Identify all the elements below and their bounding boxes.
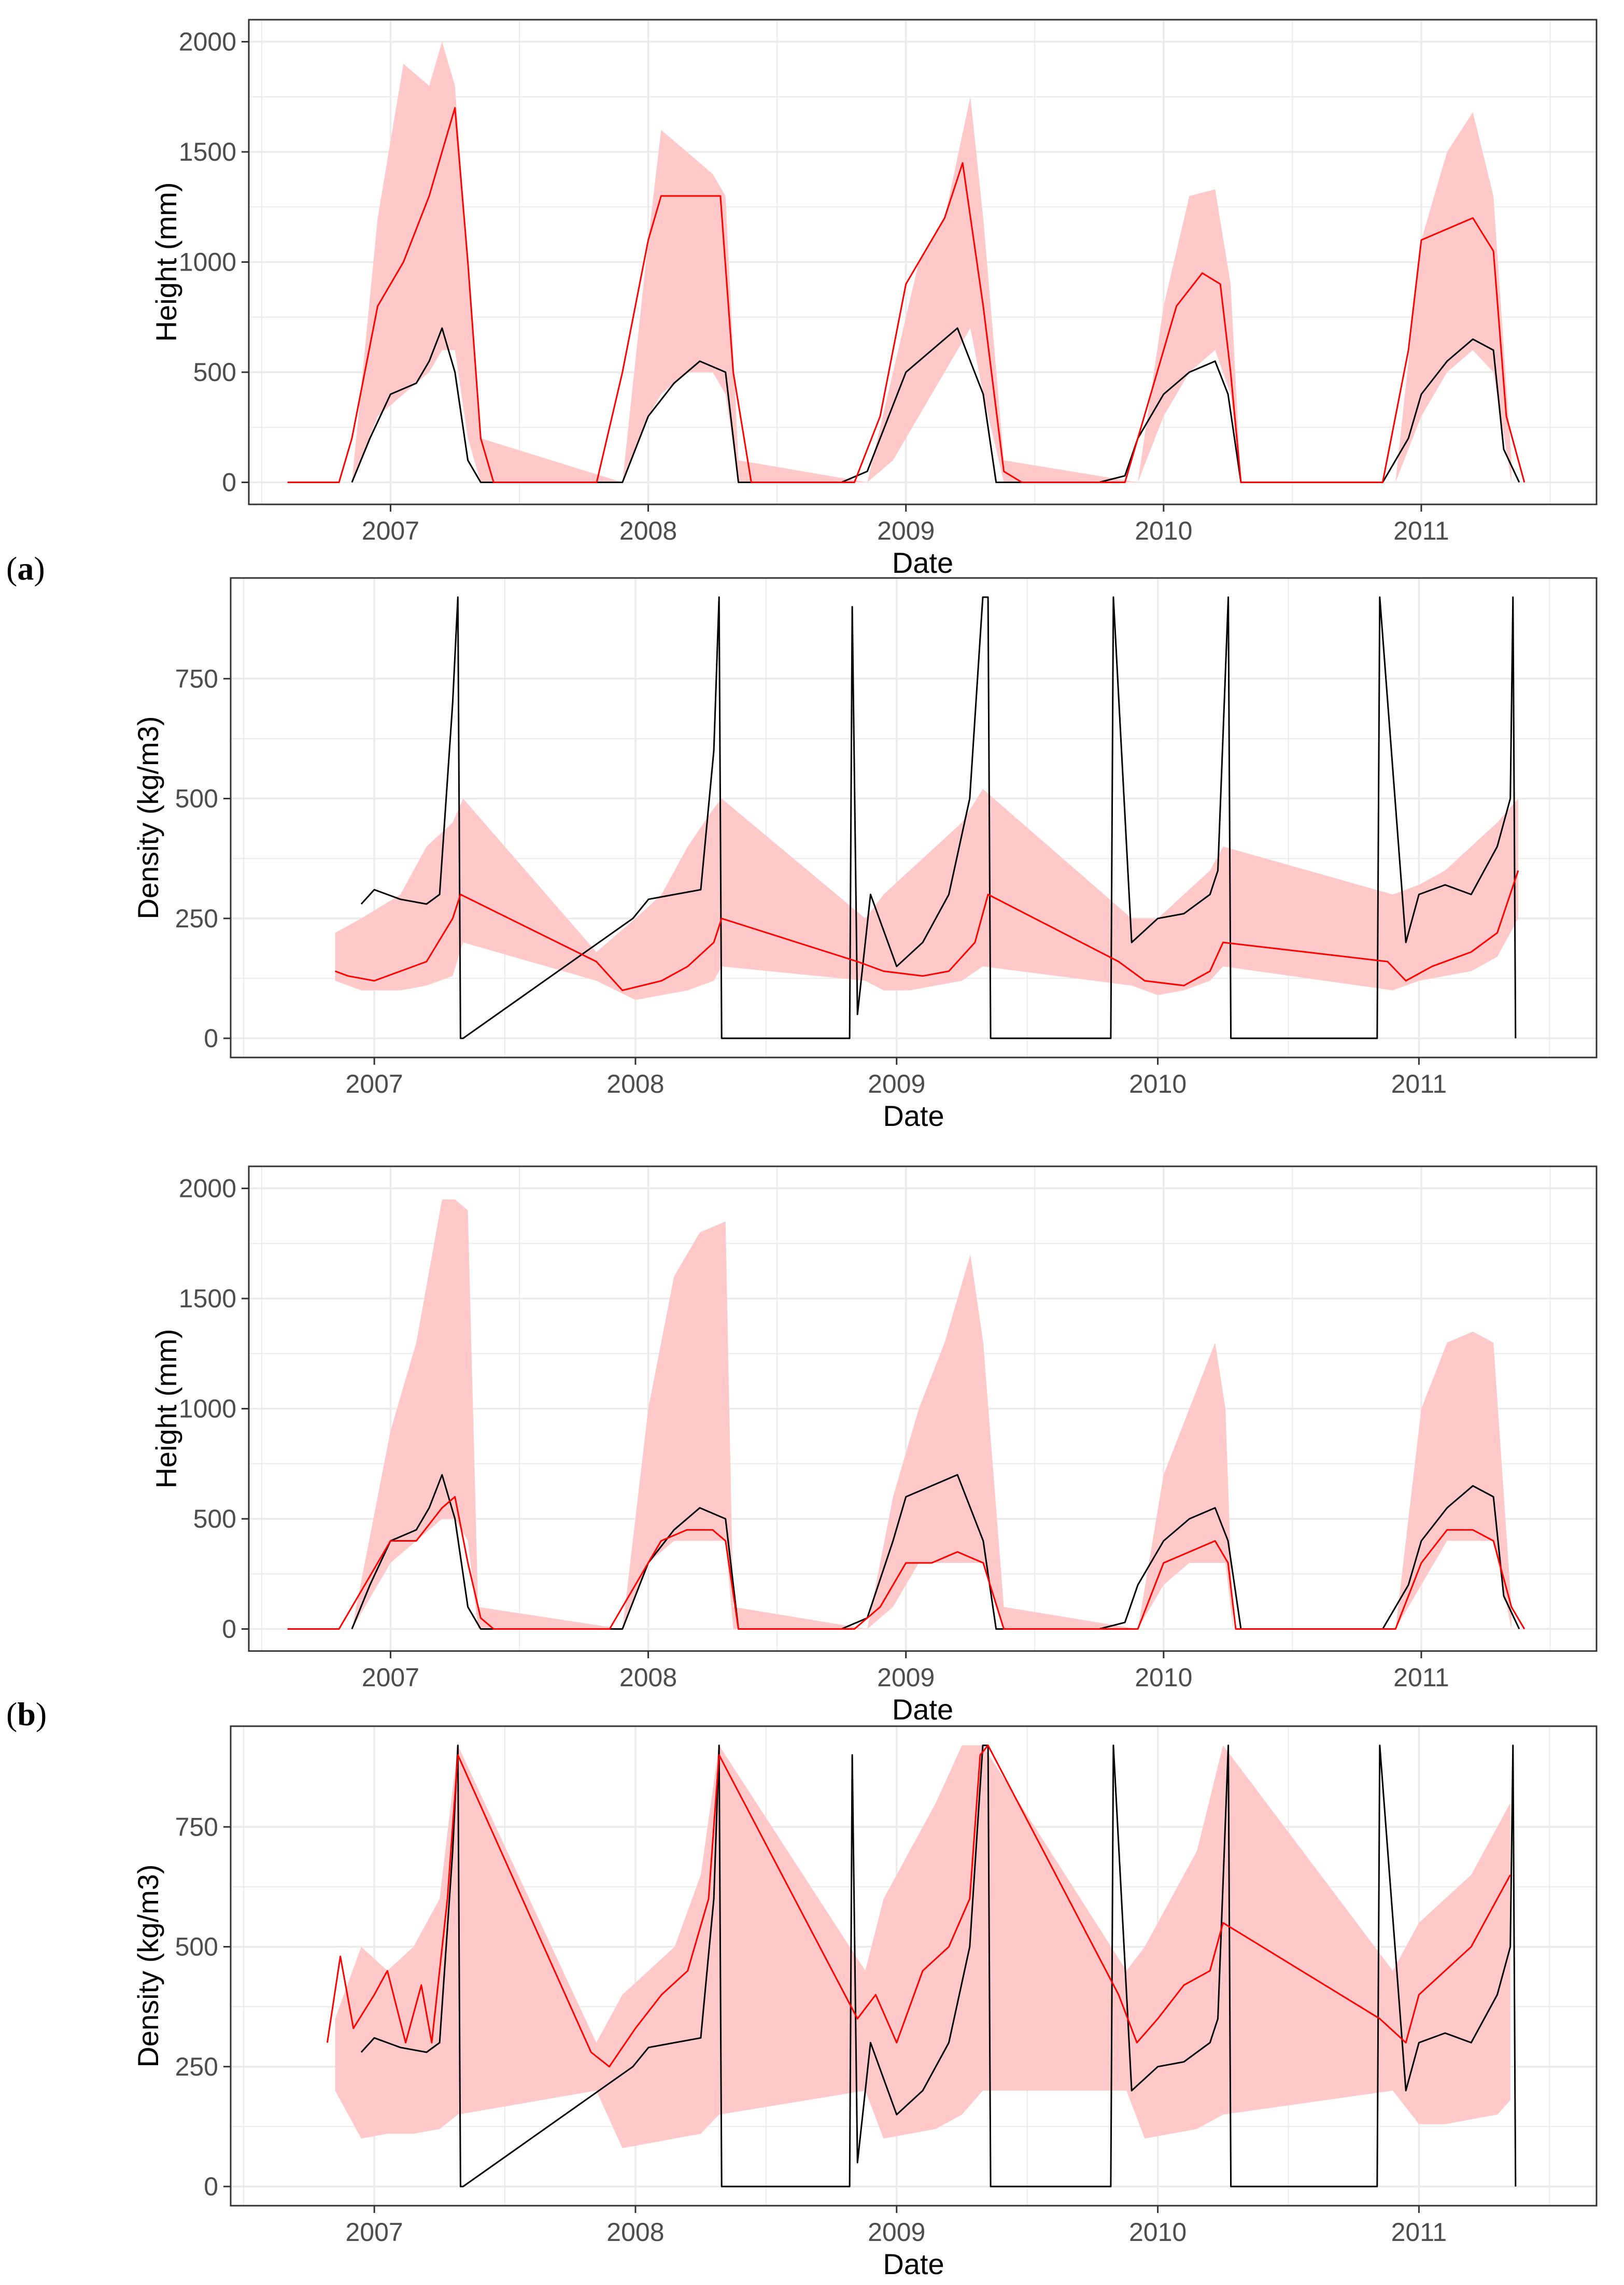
x-tick-label-2010: 2010 [1129, 1069, 1187, 1098]
x-tick-label-2008: 2008 [619, 516, 677, 545]
y-tick-label-250: 250 [175, 904, 218, 933]
chart-a-density: 2007 2008 2009 2010 2011 0 250 500 750 Date Densit… [132, 577, 1598, 1132]
x-tick-label-2011: 2011 [1391, 2218, 1447, 2247]
series-line-model [334, 870, 1519, 991]
panel-label-a: (a) [6, 550, 45, 587]
y-tick-label-0: 0 [204, 1024, 218, 1053]
y-tick-label-750: 750 [175, 1812, 218, 1841]
x-tick-label-2010: 2010 [1129, 2218, 1187, 2247]
x-tick-label-2011: 2011 [1391, 1069, 1447, 1098]
x-tick-label-2010: 2010 [1135, 1663, 1192, 1692]
x-tick-label-2011: 2011 [1393, 516, 1449, 545]
y-axis-title: Density (kg/m3) [132, 716, 164, 919]
y-tick-label-500: 500 [175, 1933, 218, 1962]
y-tick-label-250: 250 [175, 2052, 218, 2081]
x-tick-label-2009: 2009 [877, 1663, 935, 1692]
x-tick-label-2009: 2009 [868, 2218, 925, 2247]
chart-b-density: 2007 2008 2009 2010 2011 0 250 500 750 Date Densit… [132, 1725, 1598, 2280]
y-tick-label-0: 0 [204, 2172, 218, 2201]
series-line-model [287, 107, 1526, 483]
x-tick-label-2008: 2008 [619, 1663, 677, 1692]
y-axis-title: Density (kg/m3) [132, 1864, 164, 2067]
chart-b-height: 2007 2008 2009 2010 2011 0 500 1000 1500 2000 Date… [150, 1165, 1598, 1726]
x-axis-title: Date [892, 546, 953, 579]
chart-a-height: 2007 2008 2009 2010 2011 0 500 1000 1500 2000 Date… [150, 19, 1598, 579]
y-tick-label-500: 500 [193, 358, 236, 387]
x-tick-label-2007: 2007 [362, 1663, 419, 1692]
uncertainty-band [351, 1199, 1512, 1629]
x-axis-title: Date [892, 1693, 953, 1726]
uncertainty-band [335, 1745, 1510, 2148]
y-tick-label-0: 0 [222, 1615, 236, 1644]
y-tick-label-500: 500 [193, 1504, 236, 1533]
y-tick-label-1000: 1000 [179, 248, 236, 277]
y-tick-label-2000: 2000 [179, 1174, 236, 1203]
x-tick-label-2010: 2010 [1135, 516, 1192, 545]
plot-frame [230, 1725, 1598, 2207]
x-tick-label-2007: 2007 [345, 2218, 403, 2247]
x-tick-label-2008: 2008 [606, 2218, 664, 2247]
x-tick-label-2009: 2009 [877, 516, 935, 545]
x-tick-label-2009: 2009 [868, 1069, 925, 1098]
y-tick-label-1500: 1500 [179, 1284, 236, 1313]
y-tick-label-0: 0 [222, 468, 236, 497]
uncertainty-band [335, 789, 1518, 1000]
y-tick-label-2000: 2000 [179, 27, 236, 57]
y-tick-label-1000: 1000 [179, 1394, 236, 1423]
series-line-model [326, 1744, 1512, 2068]
x-tick-label-2007: 2007 [345, 1069, 403, 1098]
y-tick-label-750: 750 [175, 664, 218, 693]
y-axis-title: Height (mm) [150, 182, 182, 342]
uncertainty-band [351, 41, 1512, 483]
series-line-observed [360, 1744, 1517, 2188]
x-tick-label-2008: 2008 [606, 1069, 664, 1098]
y-tick-label-500: 500 [175, 784, 218, 813]
series-line-model [287, 1496, 1526, 1630]
series-line-observed [360, 596, 1517, 1039]
panel-label-b: (b) [6, 1696, 47, 1732]
y-axis-title: Height (mm) [150, 1329, 182, 1488]
x-tick-label-2007: 2007 [362, 516, 419, 545]
plot-frame [230, 577, 1598, 1059]
x-axis-title: Date [883, 1099, 944, 1132]
x-axis-title: Date [883, 2248, 944, 2280]
y-tick-label-1500: 1500 [179, 137, 236, 166]
x-tick-label-2011: 2011 [1393, 1663, 1449, 1692]
